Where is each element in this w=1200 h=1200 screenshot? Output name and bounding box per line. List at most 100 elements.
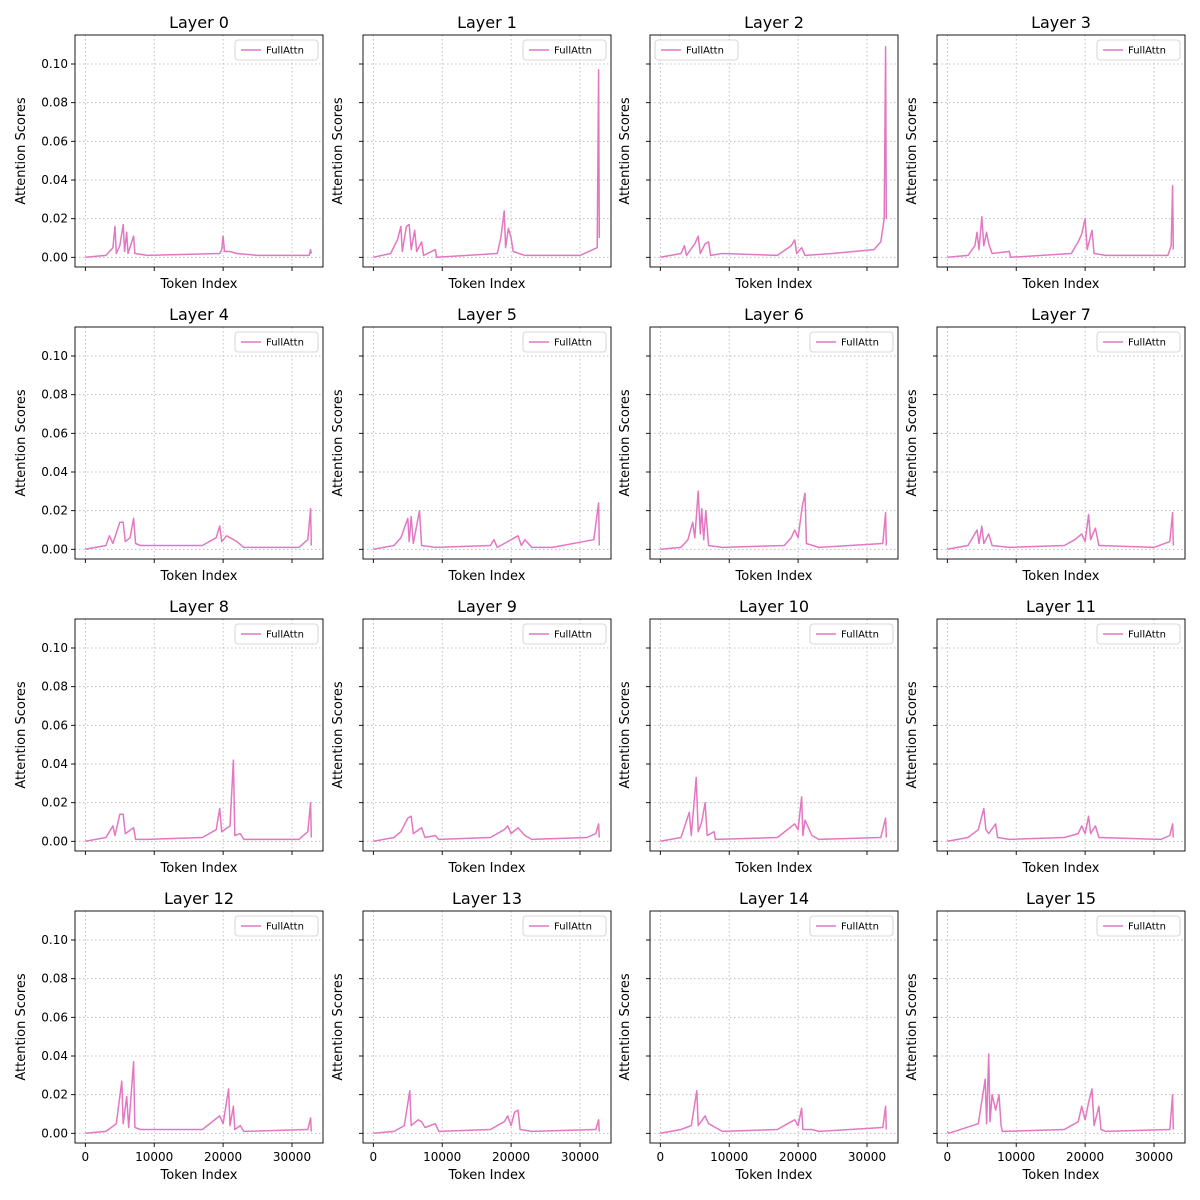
legend: FullAttn <box>234 623 319 645</box>
legend-box <box>1096 915 1181 937</box>
plot-frame <box>74 326 324 560</box>
y-tick-label: 0.02 <box>41 1088 68 1102</box>
y-tick-label: 0.06 <box>41 1010 68 1024</box>
plot-frame <box>649 34 899 268</box>
series-line-fullattn <box>660 490 888 551</box>
legend-box <box>1096 39 1181 61</box>
y-tick-label: 0.08 <box>41 972 68 986</box>
legend: FullAttn <box>522 915 607 937</box>
x-axis-label: Token Index <box>160 569 238 584</box>
subplot-layer-9: Layer 9 Token Index Attention Scores FullAt… <box>331 597 612 876</box>
x-axis-label: Token Index <box>735 861 813 876</box>
subplot-title: Layer 10 <box>739 597 809 616</box>
legend-label: FullAttn <box>266 922 304 933</box>
x-axis-label: Token Index <box>735 1168 813 1183</box>
series-line-fullattn <box>373 1090 601 1135</box>
y-tick-label: 0.02 <box>41 796 68 810</box>
legend-label: FullAttn <box>1128 630 1166 641</box>
x-tick-label: 30000 <box>848 1150 886 1164</box>
legend-label: FullAttn <box>266 338 304 349</box>
x-tick-label: 10000 <box>135 1150 173 1164</box>
series-line-fullattn <box>85 759 313 843</box>
y-axis-label: Attention Scores <box>905 97 920 205</box>
subplot-layer-8: 0.00 0.02 0.04 0.06 0.08 0.10 Layer 8 Token Ind… <box>14 597 324 876</box>
subplot-title: Layer 7 <box>1031 305 1091 324</box>
x-axis-label: Token Index <box>160 277 238 292</box>
series-line-fullattn <box>85 1061 313 1135</box>
legend: FullAttn <box>809 623 894 645</box>
subplot-layer-7: Layer 7 Token Index Attention Scores FullAt… <box>905 305 1186 584</box>
plot-frame <box>362 910 612 1144</box>
subplot-layer-15: 0 10000 20000 30000 Layer 15 Token Index Atten… <box>905 889 1186 1183</box>
legend: FullAttn <box>1096 915 1181 937</box>
legend: FullAttn <box>522 331 607 353</box>
subplot-title: Layer 5 <box>457 305 517 324</box>
plot-frame <box>936 326 1186 560</box>
y-tick-label: 0.10 <box>41 349 68 363</box>
subplot-title: Layer 9 <box>457 597 517 616</box>
legend-box <box>522 39 607 61</box>
subplot-layer-4: 0.00 0.02 0.04 0.06 0.08 0.10 Layer 4 Token Ind… <box>14 305 324 584</box>
legend-label: FullAttn <box>554 338 592 349</box>
plot-frame <box>362 618 612 852</box>
series-line-fullattn <box>660 45 888 259</box>
subplot-layer-13: 0 10000 20000 30000 Layer 13 Token Index Atten… <box>331 889 612 1183</box>
legend-label: FullAttn <box>1128 922 1166 933</box>
legend: FullAttn <box>234 39 319 61</box>
y-tick-label: 0.06 <box>41 718 68 732</box>
subplot-layer-2: Layer 2 Token Index Attention Scores FullAt… <box>618 13 899 292</box>
x-tick-label: 20000 <box>1066 1150 1104 1164</box>
y-axis-label: Attention Scores <box>14 681 29 789</box>
y-tick-label: 0.06 <box>41 426 68 440</box>
y-tick-label: 0.02 <box>41 504 68 518</box>
legend: FullAttn <box>1096 331 1181 353</box>
x-tick-label: 20000 <box>492 1150 530 1164</box>
x-axis-label: Token Index <box>1022 277 1100 292</box>
plot-frame <box>936 34 1186 268</box>
legend-box <box>809 623 894 645</box>
series-line-fullattn <box>946 1053 1175 1135</box>
series-line-fullattn <box>947 511 1175 551</box>
legend: FullAttn <box>522 623 607 645</box>
legend-label: FullAttn <box>1128 46 1166 57</box>
legend-box <box>522 331 607 353</box>
series-line-fullattn <box>660 776 888 843</box>
series-line-fullattn <box>373 69 601 259</box>
x-tick-label: 10000 <box>997 1150 1035 1164</box>
x-tick-label: 10000 <box>710 1150 748 1164</box>
y-tick-label: 0.00 <box>41 834 68 848</box>
x-axis-label: Token Index <box>735 569 813 584</box>
subplot-title: Layer 12 <box>164 889 234 908</box>
subplot-title: Layer 2 <box>744 13 804 32</box>
plot-frame <box>649 910 899 1144</box>
x-axis-label: Token Index <box>448 277 526 292</box>
legend-label: FullAttn <box>841 338 879 349</box>
legend: FullAttn <box>809 915 894 937</box>
subplot-title: Layer 0 <box>169 13 229 32</box>
y-tick-label: 0.02 <box>41 212 68 226</box>
series-line-fullattn <box>85 223 313 259</box>
legend-box <box>234 331 319 353</box>
subplot-layer-6: Layer 6 Token Index Attention Scores FullAt… <box>618 305 899 584</box>
legend: FullAttn <box>522 39 607 61</box>
legend-label: FullAttn <box>1128 338 1166 349</box>
y-tick-label: 0.04 <box>41 173 68 187</box>
x-axis-label: Token Index <box>448 569 526 584</box>
x-axis-label: Token Index <box>160 861 238 876</box>
y-tick-label: 0.10 <box>41 933 68 947</box>
plot-frame <box>936 910 1186 1144</box>
legend-label: FullAttn <box>841 922 879 933</box>
x-axis-label: Token Index <box>448 861 526 876</box>
subplot-title: Layer 14 <box>739 889 809 908</box>
subplot-title: Layer 15 <box>1026 889 1096 908</box>
legend: FullAttn <box>234 915 319 937</box>
y-tick-label: 0.08 <box>41 388 68 402</box>
series-line-fullattn <box>660 1090 888 1135</box>
y-tick-label: 0.00 <box>41 1126 68 1140</box>
y-tick-label: 0.04 <box>41 1049 68 1063</box>
x-tick-label: 10000 <box>423 1150 461 1164</box>
legend-box <box>522 623 607 645</box>
series-line-fullattn <box>373 502 601 551</box>
x-axis-label: Token Index <box>448 1168 526 1183</box>
